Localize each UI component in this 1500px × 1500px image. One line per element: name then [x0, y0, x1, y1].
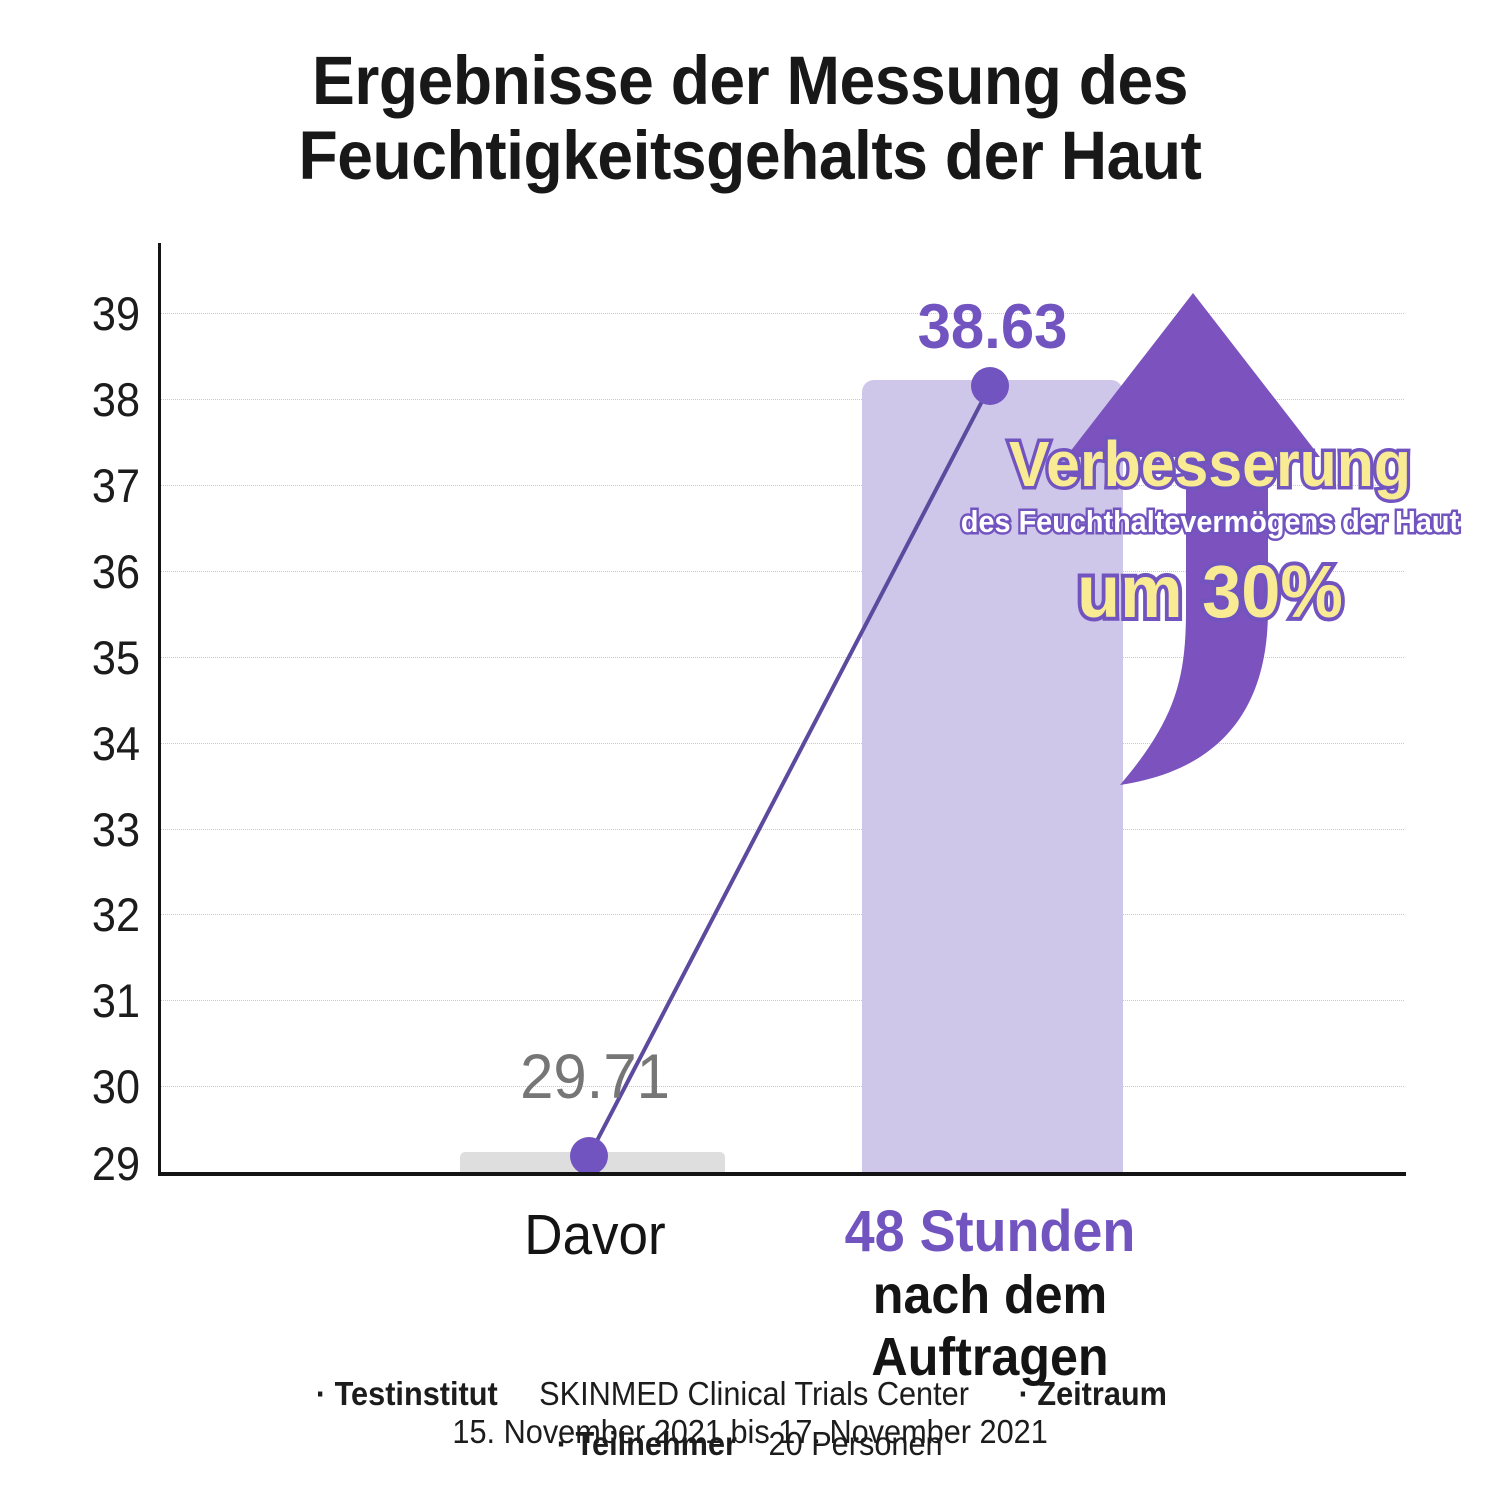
ytick-label-33: 33: [91, 803, 140, 856]
ytick-label-37: 37: [91, 459, 140, 512]
footnote-teilnehmer-key: · Teilnehmer: [557, 1425, 738, 1462]
ytick-label-36: 36: [91, 545, 140, 598]
ytick-label-34: 34: [91, 717, 140, 770]
footnote-line-2: · Teilnehmer 20 Personen: [0, 1425, 1500, 1463]
footnote-zeitraum-key: · Zeitraum: [1018, 1375, 1167, 1412]
dot-marker-48-stunden: [971, 367, 1009, 405]
data-label-48-stunden: 38.63: [917, 292, 1068, 362]
ytick-label-31: 31: [91, 974, 140, 1027]
x-axis-line: [158, 1172, 1406, 1176]
callout-line-2: des Feuchthaltevermögens der Haut: [959, 502, 1462, 542]
xaxis-label-48-stunden-top: 48 Stunden: [844, 1199, 1136, 1264]
ytick-label-30: 30: [91, 1060, 140, 1113]
gridline-33: [160, 829, 1404, 831]
gridline-39: [160, 313, 1404, 315]
footnote-testinstitut-key: · Testinstitut: [316, 1375, 498, 1412]
xaxis-label-48-stunden-bottom: nach dem Auftragen: [871, 1265, 1109, 1387]
y-axis-line: [158, 243, 161, 1175]
data-label-davor: 29.71: [520, 1042, 670, 1112]
callout-line-1: Verbesserung: [1006, 427, 1415, 502]
ytick-label-39: 39: [91, 287, 140, 340]
xaxis-label-davor: Davor: [524, 1203, 666, 1267]
improvement-callout: Verbesserung des Feuchthaltevermögens de…: [930, 427, 1490, 636]
gridline-30: [160, 1086, 1404, 1088]
callout-line-3: um 30%: [1073, 548, 1346, 636]
ytick-label-35: 35: [91, 631, 140, 684]
footnote-testinstitut-value: SKINMED Clinical Trials Center: [539, 1375, 970, 1412]
ytick-label-29: 29: [91, 1137, 140, 1190]
title-line-2: Feuchtigkeitsgehalts der Haut: [298, 116, 1202, 194]
up-arrow-icon: [1000, 280, 1500, 800]
footnote-zeitraum-value: 15. November 2021 bis 17. November 2021: [452, 1413, 1048, 1450]
page-title: Ergebnisse der Messung des Feuchtigkeits…: [53, 42, 1448, 194]
ytick-label-38: 38: [91, 373, 140, 426]
title-line-1: Ergebnisse der Messung des: [312, 42, 1188, 119]
gridline-31: [160, 1000, 1404, 1002]
footnote-line-1: · Testinstitut SKINMED Clinical Trials C…: [0, 1375, 1500, 1451]
footnote-teilnehmer-value: 20 Personen: [769, 1425, 944, 1462]
ytick-label-32: 32: [91, 888, 140, 941]
gridline-32: [160, 914, 1404, 916]
dot-marker-davor: [570, 1137, 608, 1175]
xaxis-label-48-stunden: 48 Stunden nach dem Auftragen: [740, 1200, 1240, 1388]
